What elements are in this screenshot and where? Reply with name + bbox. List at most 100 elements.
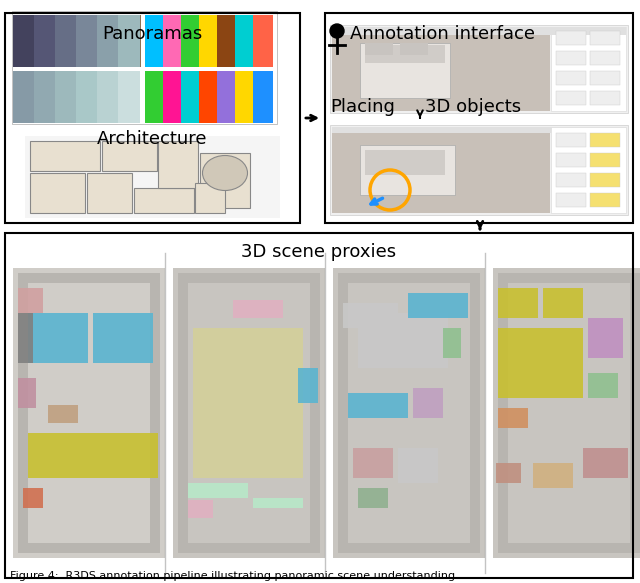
Bar bbox=[188, 483, 248, 498]
Bar bbox=[13, 15, 141, 67]
Bar bbox=[34, 15, 56, 67]
Text: Figure 4:  R3DS annotation pipeline illustrating panoramic scene understanding.: Figure 4: R3DS annotation pipeline illus… bbox=[10, 571, 459, 581]
Bar bbox=[145, 15, 165, 67]
Text: Annotation interface: Annotation interface bbox=[350, 25, 535, 43]
Bar bbox=[590, 133, 620, 147]
Bar bbox=[556, 71, 586, 85]
Bar bbox=[498, 273, 640, 553]
Bar bbox=[28, 433, 158, 478]
Bar bbox=[343, 303, 398, 328]
Bar bbox=[217, 71, 237, 123]
Bar bbox=[348, 393, 408, 418]
Bar bbox=[181, 71, 201, 123]
Bar bbox=[556, 133, 586, 147]
Bar bbox=[30, 173, 85, 213]
Bar bbox=[498, 328, 583, 398]
Bar bbox=[365, 43, 393, 55]
Bar bbox=[13, 15, 35, 67]
Bar bbox=[163, 71, 183, 123]
Bar bbox=[358, 313, 448, 368]
Bar bbox=[332, 27, 626, 35]
Bar bbox=[408, 293, 468, 318]
Bar bbox=[556, 91, 586, 105]
Bar bbox=[118, 71, 140, 123]
Bar bbox=[28, 313, 88, 363]
Bar bbox=[30, 141, 100, 171]
Bar bbox=[556, 193, 586, 207]
Bar bbox=[330, 125, 628, 215]
Bar bbox=[193, 328, 303, 478]
Text: 3D objects: 3D objects bbox=[425, 98, 521, 116]
Bar bbox=[583, 448, 628, 478]
Circle shape bbox=[330, 24, 344, 38]
Bar bbox=[413, 388, 443, 418]
Bar bbox=[588, 373, 618, 398]
Bar bbox=[551, 127, 626, 213]
Bar bbox=[556, 173, 586, 187]
Text: Placing: Placing bbox=[330, 98, 395, 116]
Bar bbox=[590, 51, 620, 65]
Bar bbox=[233, 300, 283, 318]
Bar bbox=[34, 71, 56, 123]
Bar bbox=[556, 51, 586, 65]
Bar bbox=[332, 31, 550, 111]
Text: 3D scene proxies: 3D scene proxies bbox=[241, 243, 397, 261]
Bar bbox=[235, 15, 255, 67]
Bar bbox=[590, 193, 620, 207]
Bar bbox=[333, 268, 485, 558]
Bar bbox=[181, 15, 201, 67]
Bar bbox=[253, 498, 303, 508]
Bar bbox=[145, 71, 165, 123]
Bar bbox=[18, 313, 33, 363]
Bar bbox=[55, 71, 77, 123]
Bar bbox=[590, 153, 620, 167]
Bar bbox=[590, 71, 620, 85]
Bar bbox=[551, 27, 626, 111]
Bar bbox=[76, 71, 98, 123]
Bar bbox=[12, 11, 277, 124]
Bar bbox=[18, 273, 160, 553]
Bar bbox=[55, 15, 77, 67]
Text: Panoramas: Panoramas bbox=[102, 25, 203, 43]
Bar bbox=[330, 25, 628, 113]
Bar bbox=[543, 288, 583, 318]
Bar bbox=[199, 71, 219, 123]
Bar bbox=[102, 141, 157, 171]
Bar bbox=[163, 15, 183, 67]
Bar bbox=[13, 268, 165, 558]
Bar bbox=[496, 463, 521, 483]
Bar bbox=[173, 268, 325, 558]
Bar bbox=[97, 15, 119, 67]
Ellipse shape bbox=[202, 156, 248, 191]
Bar bbox=[93, 313, 153, 363]
Bar bbox=[590, 173, 620, 187]
Bar bbox=[13, 71, 35, 123]
Bar bbox=[48, 405, 78, 423]
Bar bbox=[253, 15, 273, 67]
Bar bbox=[588, 318, 623, 358]
Bar bbox=[353, 448, 393, 478]
Bar bbox=[493, 268, 640, 558]
Bar bbox=[199, 15, 219, 67]
Bar bbox=[118, 15, 140, 67]
Bar bbox=[200, 153, 250, 208]
Bar bbox=[23, 488, 43, 508]
Bar bbox=[398, 448, 438, 483]
Bar bbox=[18, 378, 36, 408]
Bar bbox=[348, 283, 470, 543]
Bar bbox=[158, 141, 198, 188]
Bar bbox=[87, 173, 132, 213]
Bar bbox=[556, 31, 586, 45]
Text: Architecture: Architecture bbox=[97, 130, 208, 148]
Bar bbox=[365, 45, 445, 63]
Bar bbox=[28, 283, 150, 543]
Bar bbox=[217, 15, 237, 67]
Bar bbox=[195, 183, 225, 213]
Bar bbox=[97, 71, 119, 123]
Bar bbox=[253, 71, 273, 123]
Bar bbox=[332, 31, 550, 111]
Bar bbox=[188, 500, 213, 518]
Bar bbox=[358, 488, 388, 508]
Bar bbox=[498, 408, 528, 428]
Bar bbox=[556, 153, 586, 167]
